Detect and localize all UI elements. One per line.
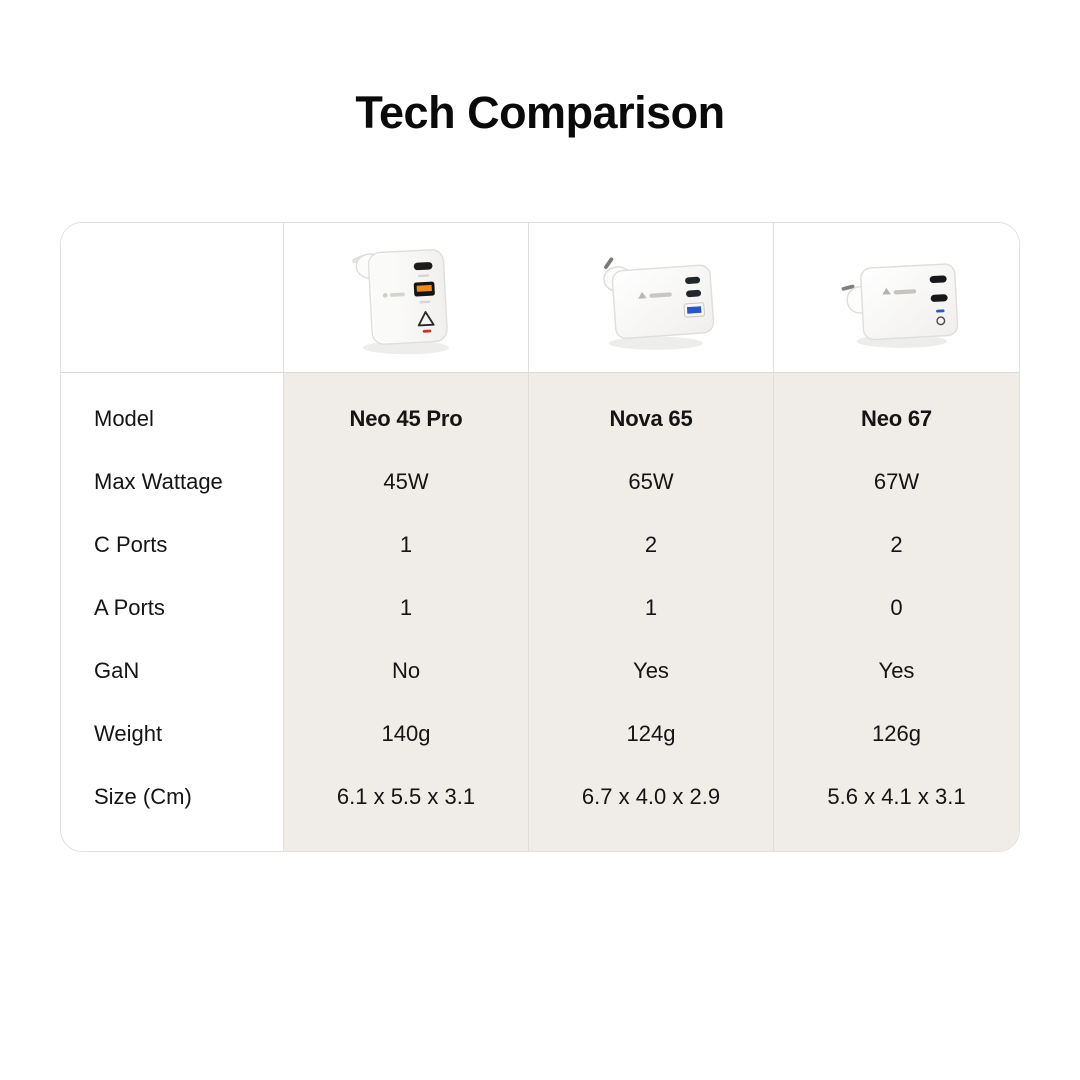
spec-label: Weight [94,720,163,746]
spec-label: Max Wattage [94,468,223,494]
port-label-mark [417,273,430,277]
product-column-nova-65: Nova 65 65W 2 1 Yes 124g 6.7 x 4.0 x 2.9 [529,373,774,851]
spec-value: 1 [644,594,658,620]
spec-value: Yes [633,657,669,683]
charger-body [611,264,715,339]
spec-value: 6.1 x 5.5 x 3.1 [336,783,476,809]
comparison-table: Model Max Wattage C Ports A Ports GaN We… [60,222,1020,852]
charger-body [367,248,448,345]
model-name: Nova 65 [609,405,693,431]
usb-c-port [686,289,702,297]
product-column-neo-45-pro: Neo 45 Pro 45W 1 1 No 140g 6.1 x 5.5 x 3… [284,373,529,851]
usb-c-port [685,276,701,284]
spec-value: 2 [644,531,658,557]
charger-shadow [608,336,703,350]
spec-label: GaN [94,657,140,683]
spec-value: Yes [878,657,915,683]
product-column-neo-67: Neo 67 67W 2 0 Yes 126g 5.6 x 4.1 x 3.1 [774,373,1019,851]
usb-a-port [683,301,705,318]
spec-label: Model [94,405,154,431]
spec-label-column: Model Max Wattage C Ports A Ports GaN We… [61,373,284,851]
charger-neo-67-image [841,262,958,348]
spec-value: 126g [872,720,921,746]
usb-c-port [413,261,433,270]
usb-c-port [929,274,947,283]
usb-a-port [413,281,435,297]
spec-value: 6.7 x 4.0 x 2.9 [581,783,721,809]
port-label-mark [419,300,431,303]
spec-label: C Ports [94,531,168,557]
product-image-cell-nova-65 [529,223,774,373]
spec-label: A Ports [94,594,165,620]
brand-logo [638,291,672,299]
port-label-mark [935,308,945,313]
spec-value: 0 [890,594,903,620]
spec-label: Size (Cm) [94,783,192,809]
spec-value: 67W [873,468,920,494]
brand-logo [881,287,916,295]
power-icon [935,315,945,325]
brand-logo [382,292,405,298]
charger-nova-65-image [603,256,715,350]
product-image-cell-neo-45-pro [284,223,529,373]
product-image-cell-neo-67 [774,223,1019,373]
model-name: Neo 45 Pro [349,405,463,431]
charger-neo-45-pro-image [352,248,450,354]
usb-c-port [930,293,948,302]
spec-value: 65W [628,468,674,494]
spec-value: 124g [626,720,676,746]
spec-value: No [391,657,421,683]
spec-value: 140g [381,720,431,746]
header-empty-cell [61,223,284,373]
spec-value: 2 [890,531,903,557]
page-title: Tech Comparison [355,87,725,138]
charger-body [859,262,958,340]
spec-value: 5.6 x 4.1 x 3.1 [827,783,966,809]
recycle-icon [417,310,435,333]
spec-value: 1 [399,594,413,620]
model-name: Neo 67 [861,405,932,431]
spec-value: 45W [383,468,429,494]
spec-value: 1 [399,531,413,557]
